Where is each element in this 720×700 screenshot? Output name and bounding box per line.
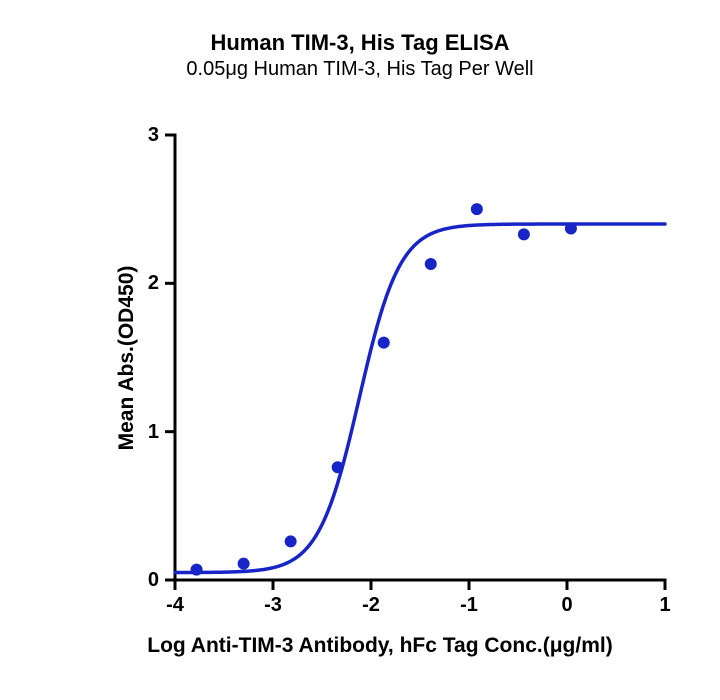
y-axis-label: Mean Abs.(OD450) xyxy=(115,258,139,458)
x-tick-label: -1 xyxy=(449,594,489,617)
y-tick-label: 2 xyxy=(148,272,159,295)
x-tick-label: 0 xyxy=(547,594,587,617)
y-tick-label: 0 xyxy=(148,569,159,592)
x-tick-label: -4 xyxy=(155,594,195,617)
x-tick-label: -3 xyxy=(253,594,293,617)
x-axis-label: Log Anti-TIM-3 Antibody, hFc Tag Conc.(μ… xyxy=(60,634,700,658)
x-tick-label: 1 xyxy=(645,594,685,617)
figure-container: Human TIM-3, His Tag ELISA 0.05μg Human … xyxy=(0,0,720,700)
y-tick-label: 3 xyxy=(148,124,159,147)
x-tick-label: -2 xyxy=(351,594,391,617)
y-tick-label: 1 xyxy=(148,421,159,444)
